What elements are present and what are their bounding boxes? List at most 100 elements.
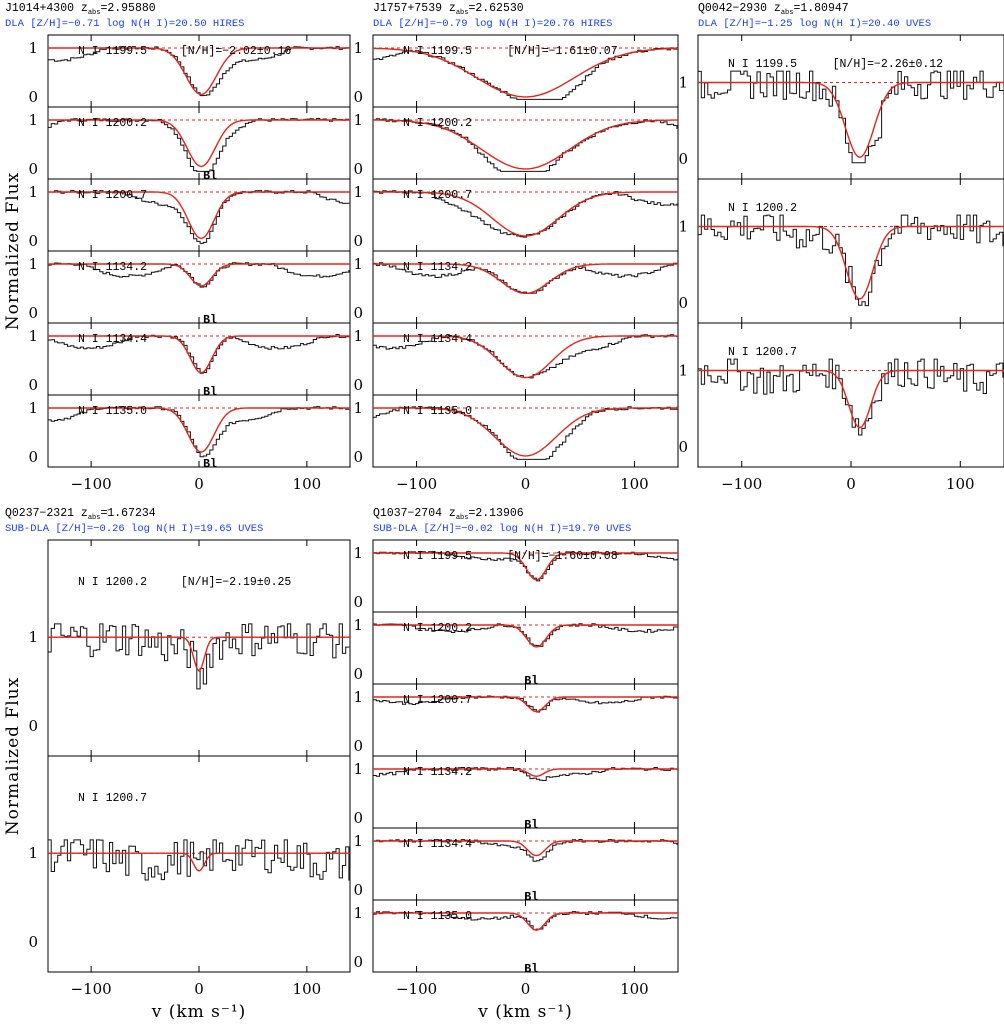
model-profile: [48, 407, 350, 453]
panel-subtitle: DLA [Z/H]=−0.79 log N(H I)=20.76 HIRES: [373, 18, 612, 30]
ytick-label: 0: [28, 88, 38, 106]
line-label: N I 1200.7: [78, 792, 147, 805]
data-spectrum: [48, 46, 350, 97]
ytick-label: 0: [353, 593, 363, 611]
ytick-label: 1: [353, 399, 363, 417]
blend-label: Bl: [524, 675, 538, 688]
blend-label: Bl: [524, 891, 538, 904]
ytick-label: 1: [353, 904, 363, 922]
model-profile: [373, 696, 678, 713]
ytick-label: 1: [353, 39, 363, 57]
ytick-label: 0: [28, 717, 38, 735]
subpanel-n-i-1134.4: 1 0 N I 1134.4: [353, 322, 678, 395]
subpanel-n-i-1200.2: 1 0 N I 1200.2 Bl: [353, 611, 678, 688]
line-label: N I 1200.2: [403, 622, 472, 635]
line-label: N I 1134.2: [403, 261, 472, 274]
ytick-label: 0: [353, 953, 363, 971]
xtick-label: 100: [293, 980, 322, 998]
subpanel-n-i-1200.2: 1 0 N I 1200.2: [678, 178, 1004, 323]
data-spectrum: [373, 623, 678, 647]
ytick-label: 1: [28, 844, 38, 862]
xtick-label: 0: [194, 980, 204, 998]
line-label: N I 1135.0: [403, 910, 472, 923]
ytick-label: 0: [353, 809, 363, 827]
subpanel-n-i-1200.7: 1 0 N I 1200.7: [353, 178, 678, 251]
xtick-label: 100: [620, 980, 649, 998]
panel-frame: [697, 34, 1004, 468]
abundance-label: [N/H]=−1.60±0.08: [507, 550, 618, 563]
model-profile: [698, 369, 1004, 429]
data-spectrum: [48, 334, 350, 374]
abundance-label: [N/H]=−1.61±0.07: [507, 45, 617, 58]
data-spectrum: [698, 70, 1004, 164]
subpanel-n-i-1200.2: 1 0 N I 1200.2: [353, 106, 678, 179]
model-profile: [373, 191, 678, 237]
y-axis-label: Normalized Flux: [3, 172, 23, 330]
subpanel-n-i-1135.0: 1 0 N I 1135.0 Bl: [353, 899, 678, 976]
line-label: N I 1200.2: [403, 117, 472, 130]
xtick-label: 0: [846, 475, 856, 493]
blend-label: Bl: [524, 963, 538, 976]
subpanel-n-i-1199.5: 1 0 N I 1199.5 [N/H]=−1.61±0.07: [353, 35, 679, 107]
line-label: N I 1200.2: [78, 576, 147, 589]
panel-subtitle: DLA [Z/H]=−0.71 log N(H I)=20.50 HIRES: [5, 18, 244, 30]
line-label: N I 1199.5: [403, 550, 472, 563]
line-label: N I 1134.4: [78, 333, 147, 346]
line-label: N I 1135.0: [78, 405, 147, 418]
model-profile: [373, 407, 678, 457]
subpanel-n-i-1200.2: 1 0 N I 1200.2 Bl: [28, 106, 350, 183]
line-label: N I 1134.4: [403, 838, 472, 851]
ytick-label: 1: [28, 111, 38, 129]
blend-label: Bl: [203, 386, 217, 399]
model-profile: [48, 636, 350, 672]
model-profile: [373, 624, 678, 648]
x-axis-label: v (km s⁻¹): [151, 1002, 247, 1022]
xtick-label: 100: [620, 475, 649, 493]
ytick-label: 1: [678, 74, 688, 92]
line-label: N I 1199.5: [403, 45, 472, 58]
data-spectrum: [48, 839, 350, 881]
ytick-label: 0: [353, 232, 363, 250]
ytick-label: 0: [353, 448, 363, 466]
xtick-label: 100: [946, 475, 975, 493]
ytick-label: 1: [28, 183, 38, 201]
line-label: N I 1199.5: [78, 45, 147, 58]
subpanel-n-i-1200.7: 1 0 N I 1200.7: [28, 755, 350, 972]
model-profile: [372, 47, 679, 98]
data-spectrum: [48, 623, 350, 690]
subpanel-n-i-1199.5: 1 0 N I 1199.5 [N/H]=−1.60±0.08: [353, 540, 678, 612]
ytick-label: 0: [353, 737, 363, 755]
model-profile: [373, 768, 678, 778]
data-spectrum: [48, 262, 350, 288]
ytick-label: 1: [353, 544, 363, 562]
ytick-label: 0: [28, 376, 38, 394]
ytick-label: 1: [28, 327, 38, 345]
model-profile: [48, 47, 350, 96]
ytick-label: 0: [28, 448, 38, 466]
model-profile: [373, 912, 678, 931]
blend-label: Bl: [203, 458, 217, 471]
line-label: N I 1200.7: [728, 346, 797, 359]
panel-title: Q0237−2321 zabs=1.67234: [5, 507, 156, 522]
line-label: N I 1199.5: [728, 58, 797, 71]
line-label: N I 1200.2: [78, 117, 147, 130]
ytick-label: 1: [353, 616, 363, 634]
ytick-label: 1: [353, 183, 363, 201]
abundance-label: [N/H]=−2.26±0.12: [833, 58, 944, 71]
panel-title: J1014+4300 zabs=2.95880: [5, 2, 156, 17]
ytick-label: 0: [678, 294, 688, 312]
ytick-label: 1: [353, 255, 363, 273]
line-label: N I 1200.7: [78, 189, 147, 202]
panel-title: Q0042−2930 zabs=1.80947: [698, 2, 849, 17]
ytick-label: 0: [353, 88, 363, 106]
model-profile: [373, 263, 678, 295]
data-spectrum: [373, 695, 678, 713]
subpanel-n-i-1200.7: 1 0 N I 1200.7: [28, 178, 350, 251]
ytick-label: 0: [678, 150, 688, 168]
x-axis-label: v (km s⁻¹): [477, 1002, 573, 1022]
blend-label: Bl: [524, 819, 538, 832]
